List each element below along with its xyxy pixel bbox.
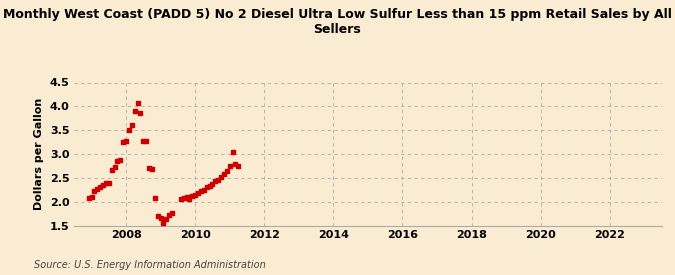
Point bbox=[146, 167, 157, 171]
Point bbox=[132, 101, 143, 106]
Point bbox=[92, 187, 103, 191]
Point bbox=[121, 138, 132, 143]
Point bbox=[155, 216, 166, 221]
Point bbox=[213, 178, 223, 182]
Point bbox=[161, 217, 171, 221]
Point bbox=[216, 175, 227, 179]
Point bbox=[106, 168, 117, 172]
Point bbox=[86, 195, 97, 199]
Point bbox=[204, 184, 215, 188]
Point bbox=[192, 191, 203, 195]
Point bbox=[130, 108, 140, 113]
Point bbox=[178, 196, 189, 200]
Point bbox=[118, 139, 129, 144]
Point bbox=[210, 179, 221, 183]
Point bbox=[233, 164, 244, 169]
Y-axis label: Dollars per Gallon: Dollars per Gallon bbox=[34, 98, 44, 210]
Point bbox=[144, 166, 155, 170]
Point bbox=[124, 128, 134, 132]
Point bbox=[115, 158, 126, 163]
Point bbox=[190, 193, 200, 198]
Point bbox=[164, 213, 175, 217]
Point bbox=[181, 195, 192, 199]
Point bbox=[196, 189, 207, 193]
Point bbox=[89, 189, 100, 193]
Point bbox=[219, 172, 230, 176]
Point bbox=[158, 221, 169, 225]
Point bbox=[198, 188, 209, 192]
Point bbox=[187, 194, 198, 199]
Point bbox=[224, 164, 235, 168]
Point bbox=[221, 169, 232, 173]
Point bbox=[109, 165, 120, 170]
Point bbox=[112, 158, 123, 163]
Text: Monthly West Coast (PADD 5) No 2 Diesel Ultra Low Sulfur Less than 15 ppm Retail: Monthly West Coast (PADD 5) No 2 Diesel … bbox=[3, 8, 672, 36]
Point bbox=[141, 139, 152, 143]
Point bbox=[230, 162, 241, 167]
Point bbox=[126, 123, 137, 128]
Point bbox=[184, 197, 195, 201]
Point bbox=[135, 111, 146, 116]
Point bbox=[167, 210, 178, 215]
Point bbox=[101, 181, 111, 185]
Point bbox=[207, 181, 218, 186]
Point bbox=[98, 183, 109, 188]
Point bbox=[153, 214, 163, 218]
Point bbox=[176, 197, 186, 202]
Point bbox=[138, 139, 148, 143]
Point bbox=[149, 196, 160, 200]
Text: Source: U.S. Energy Information Administration: Source: U.S. Energy Information Administ… bbox=[34, 260, 265, 270]
Point bbox=[103, 180, 114, 185]
Point bbox=[83, 196, 94, 200]
Point bbox=[227, 150, 238, 154]
Point bbox=[201, 185, 212, 189]
Point bbox=[95, 185, 105, 189]
